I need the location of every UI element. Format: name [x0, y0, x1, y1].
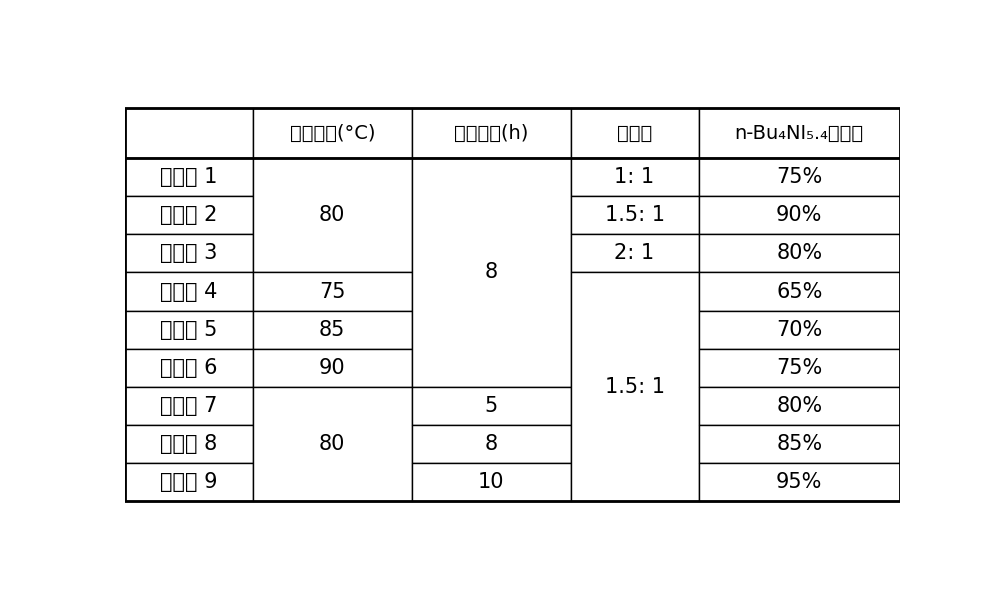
Text: 8: 8: [485, 434, 498, 454]
Bar: [698, 197, 900, 235]
Bar: [698, 349, 900, 387]
Bar: [571, 158, 698, 197]
Text: 80: 80: [319, 434, 346, 454]
Bar: [698, 311, 900, 349]
Bar: [698, 463, 900, 501]
Bar: [698, 425, 900, 463]
Text: 85: 85: [319, 320, 346, 339]
Bar: [253, 158, 412, 273]
Text: 65%: 65%: [776, 282, 822, 302]
Text: 实施例 2: 实施例 2: [160, 206, 218, 226]
Text: 80%: 80%: [776, 244, 822, 264]
Text: n-Bu₄NI₅.₄转化率: n-Bu₄NI₅.₄转化率: [735, 124, 864, 143]
Text: 75%: 75%: [776, 358, 822, 377]
Text: 10: 10: [478, 472, 504, 492]
Text: 80: 80: [319, 206, 346, 226]
Text: 反应温度(°C): 反应温度(°C): [290, 124, 375, 143]
Bar: [698, 235, 900, 273]
Bar: [698, 158, 900, 197]
Bar: [125, 158, 253, 197]
Bar: [125, 108, 900, 501]
Text: 80%: 80%: [776, 396, 822, 415]
Text: 实施例 4: 实施例 4: [160, 282, 218, 302]
Text: 95%: 95%: [776, 472, 822, 492]
Text: 实施例 7: 实施例 7: [160, 396, 218, 415]
Text: 实施例 9: 实施例 9: [160, 472, 218, 492]
Bar: [253, 311, 412, 349]
Bar: [125, 425, 253, 463]
Text: 70%: 70%: [776, 320, 822, 339]
Bar: [125, 108, 253, 158]
Bar: [412, 108, 571, 158]
Bar: [125, 387, 253, 425]
Text: 1.5: 1: 1.5: 1: [605, 206, 665, 226]
Bar: [125, 235, 253, 273]
Text: 75: 75: [319, 282, 346, 302]
Text: 85%: 85%: [776, 434, 822, 454]
Bar: [125, 463, 253, 501]
Text: 实施例 6: 实施例 6: [160, 358, 218, 377]
Text: 90: 90: [319, 358, 346, 377]
Text: 75%: 75%: [776, 167, 822, 188]
Text: 2: 1: 2: 1: [614, 244, 655, 264]
Text: 90%: 90%: [776, 206, 822, 226]
Bar: [253, 108, 412, 158]
Bar: [698, 387, 900, 425]
Bar: [571, 108, 698, 158]
Bar: [253, 387, 412, 501]
Bar: [698, 273, 900, 311]
Text: 1.5: 1: 1.5: 1: [605, 377, 665, 397]
Bar: [125, 197, 253, 235]
Bar: [571, 197, 698, 235]
Text: 流量比: 流量比: [617, 124, 652, 143]
Text: 5: 5: [485, 396, 498, 415]
Bar: [125, 311, 253, 349]
Bar: [412, 425, 571, 463]
Bar: [253, 349, 412, 387]
Bar: [125, 108, 900, 501]
Text: 8: 8: [485, 262, 498, 282]
Text: 实施例 3: 实施例 3: [160, 244, 218, 264]
Text: 实施例 1: 实施例 1: [160, 167, 218, 188]
Text: 实施例 5: 实施例 5: [160, 320, 218, 339]
Bar: [698, 108, 900, 158]
Bar: [412, 463, 571, 501]
Bar: [253, 273, 412, 311]
Text: 1: 1: 1: 1: [614, 167, 655, 188]
Bar: [571, 235, 698, 273]
Bar: [412, 158, 571, 387]
Bar: [412, 387, 571, 425]
Bar: [125, 349, 253, 387]
Bar: [125, 273, 253, 311]
Bar: [571, 273, 698, 501]
Text: 实施例 8: 实施例 8: [160, 434, 218, 454]
Text: 保留时间(h): 保留时间(h): [454, 124, 528, 143]
